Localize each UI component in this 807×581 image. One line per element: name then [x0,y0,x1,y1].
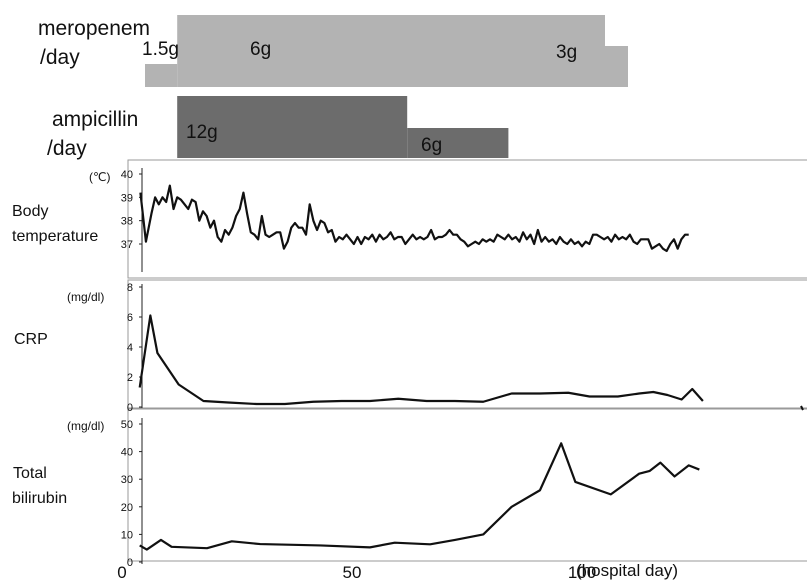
bilirubin-y-tick-label: 10 [121,529,133,541]
x-tick-label: 50 [343,563,362,581]
x-tick-label: 100 [568,563,596,581]
ampicillin-label: ampicillin [52,108,138,131]
dose-label-ampicillin-1: 6g [421,135,442,156]
meropenem-per-day-label: /day [40,46,80,69]
tick-mark-right [800,405,804,411]
crp-y-tick-label: 2 [127,372,133,384]
x-tick-label: 0 [117,563,126,581]
dose-bar-meropenem-0 [145,64,178,87]
bilirubin-panel-frame [127,408,807,562]
temperature-label-line1: Body [12,203,48,220]
temperature-y-tick-label: 37 [121,239,133,251]
bilirubin-series-line [139,442,700,551]
dose-label-meropenem-2: 3g [556,42,577,63]
dose-bar-ampicillin-1 [407,128,509,158]
plot-panels: 37 38 39 40 0 2 4 6 8 0 10 20 30 40 50 [121,168,704,569]
meropenem-bars: 1.5g 6g 3g [142,15,628,87]
temperature-y-tick-label: 38 [121,216,133,228]
ampicillin-bars: 12g 6g [177,96,509,158]
ampicillin-per-day-label: /day [47,137,87,160]
dose-label-ampicillin-0: 12g [186,122,218,143]
meropenem-label: meropenem [38,17,150,40]
x-axis-label: (hospital day) [576,561,678,580]
dose-label-meropenem-1: 6g [250,39,271,60]
crp-series-line [138,314,704,406]
bilirubin-y-tick-label: 0 [127,557,133,569]
temperature-y-tick-label: 40 [121,169,133,181]
crp-y-tick-label: 0 [127,402,133,414]
dose-bar-ampicillin-0 [177,96,408,158]
bilirubin-unit: (mg/dl) [67,419,104,433]
temperature-label-line2: temperature [12,228,98,245]
crp-label: CRP [14,331,48,348]
dose-label-meropenem-0: 1.5g [142,39,179,60]
temperature-y-tick-label: 39 [121,192,133,204]
x-axis-ticks: 0 50 100 [117,563,596,581]
bilirubin-y-tick-label: 40 [121,447,133,459]
temperature-panel-frame [127,159,807,279]
dose-bar-meropenem-2 [605,46,628,87]
crp-y-tick-label: 6 [127,312,133,324]
bilirubin-y-tick-label: 50 [121,419,133,431]
crp-y-tick-label: 8 [127,282,133,294]
crp-y-tick-label: 4 [127,342,133,354]
crp-unit: (mg/dl) [67,290,104,304]
crp-panel-frame [127,279,807,409]
bilirubin-y-tick-label: 20 [121,502,133,514]
dose-bar-meropenem-1 [177,15,605,87]
bilirubin-y-tick-label: 30 [121,474,133,486]
temperature-unit: (℃) [89,170,110,184]
bilirubin-label-line1: Total [13,465,47,482]
temperature-series-line [139,184,689,253]
bilirubin-label-line2: bilirubin [12,490,67,507]
